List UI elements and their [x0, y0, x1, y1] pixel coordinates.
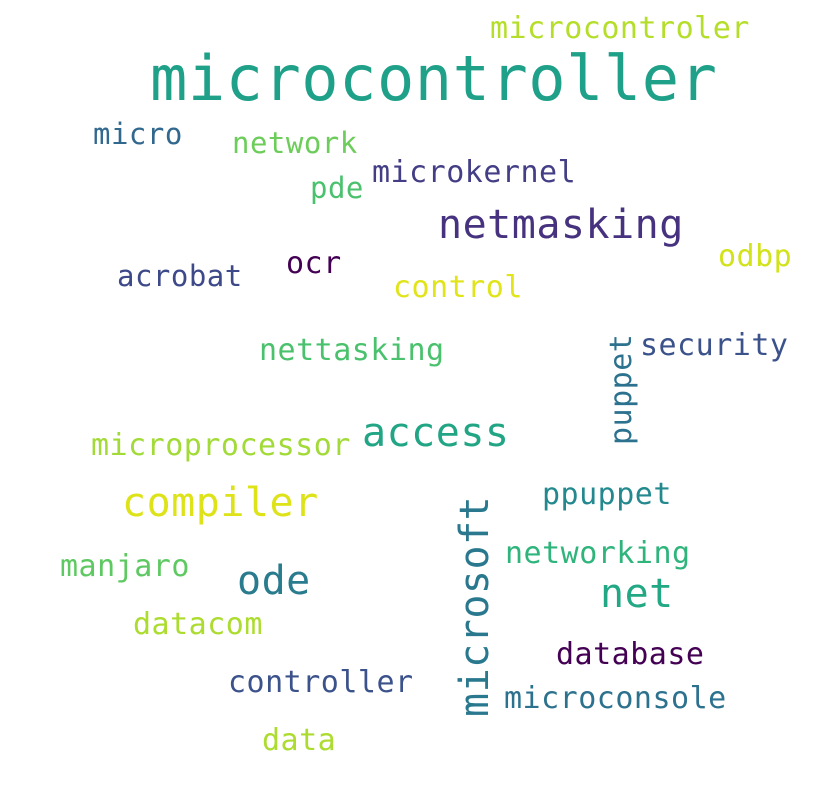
word-data: data — [262, 723, 337, 758]
word-networking: networking — [505, 536, 691, 571]
word-compiler: compiler — [122, 480, 319, 526]
word-microcontroller: microcontroller — [150, 42, 718, 115]
word-puppet: puppet — [604, 333, 639, 445]
word-access: access — [362, 410, 510, 456]
word-microkernel: microkernel — [372, 155, 577, 190]
word-net: net — [600, 571, 674, 617]
word-microconsole: microconsole — [504, 681, 727, 716]
word-acrobat: acrobat — [117, 259, 243, 293]
word-ppuppet: ppuppet — [542, 477, 672, 512]
word-nettasking: nettasking — [259, 333, 445, 368]
word-micro: micro — [93, 117, 183, 151]
word-database: database — [556, 637, 705, 672]
word-ode: ode — [237, 558, 311, 604]
word-netmasking: netmasking — [438, 202, 684, 248]
word-manjaro: manjaro — [60, 549, 190, 584]
word-pde: pde — [310, 171, 364, 205]
word-odbp: odbp — [718, 239, 793, 274]
word-datacom: datacom — [133, 607, 263, 642]
word-security: security — [640, 328, 789, 363]
word-control: control — [393, 270, 523, 305]
word-ocr: ocr — [286, 246, 342, 281]
word-microprocessor: microprocessor — [91, 428, 351, 463]
word-controller: controller — [228, 665, 414, 700]
word-microsoft: microsoft — [452, 495, 498, 717]
word-microcontroler: microcontroler — [490, 11, 750, 46]
word-network: network — [232, 126, 358, 160]
